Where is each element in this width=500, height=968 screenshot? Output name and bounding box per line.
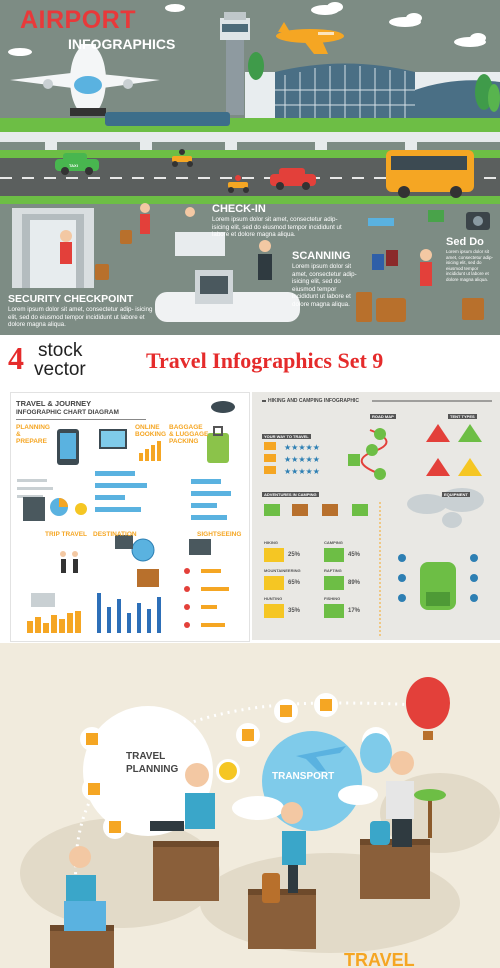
vector-word: vector [34,359,86,380]
set-title: Travel Infographics Set 9 [146,348,384,373]
online-booking-label: ONLINE BOOKING [135,424,167,438]
airport-infographic-panel: AIRPORT INFOGRAPHICS TAXI CHECK-IN Lorem… [0,0,500,335]
hiking-row-label: HIKING [264,540,278,545]
airport-subtitle: INFOGRAPHICS [68,36,176,52]
svg-text:★★★★★: ★★★★★ [284,467,320,476]
transport-label: TRANSPORT [272,771,335,782]
trip-travel-label: TRIP TRAVEL [45,531,88,538]
hunting-row-label: HUNTING [264,596,283,601]
stat-value: 17% [348,608,361,614]
checkin-label: CHECK-IN [212,203,266,215]
mountaineering-row-label: MOUNTAINEERING [264,568,301,573]
stat-value: 25% [288,552,301,558]
planning-label: PLANNING & PREPARE [16,424,50,445]
stock-word: stock [38,340,83,361]
journey-title: TRAVEL & JOURNEY [16,399,92,408]
travel-journey-panel: TRAVEL & JOURNEY INFOGRAPHIC CHART DIAGR… [10,392,250,642]
security-checkpoint-label: SECURITY CHECKPOINT [8,293,134,305]
security-description: Lorem ipsum dolor sit amet, consectetur … [8,306,153,329]
scanning-description: Lorem ipsum dolor sit amet, consectetur … [292,263,357,308]
equipment-label: EQUIPMENT [442,492,470,497]
journey-subtitle: INFOGRAPHIC CHART DIAGRAM [16,409,119,416]
stock-count: 4 [8,340,24,376]
road-map-label: ROAD MAP [370,414,396,419]
ways-label: YOUR WAY TO TRAVEL [262,434,311,439]
airport-scene-illustration [0,2,500,322]
svg-text:★★★★★: ★★★★★ [284,455,320,464]
camping-row-label: CAMPING [324,540,343,545]
taxi-sign: TAXI [69,163,78,168]
tent-types-label: TENT TYPES [448,414,477,419]
sightseeing-label: SIGHTSEEING [197,531,242,538]
travel-planning-label-2: PLANNING [126,764,179,775]
travel-planning-illustration [20,677,500,968]
title-underline [16,419,146,420]
adventures-label: ADVENTURES IN CAMPING [262,492,319,497]
baggage-label: BAGGAGE & LUGGAGE PACKING [169,424,209,445]
stat-value: 35% [288,608,301,614]
travel-planning-panel: TRAVEL PLANNING TRANSPORT TRAVEL [0,643,500,968]
sed-do-label: Sed Do [446,236,484,248]
checkin-description: Lorem ipsum dolor sit amet, consectetur … [212,216,342,239]
stat-value: 89% [348,580,361,586]
scanning-label: SCANNING [292,250,351,262]
hiking-camping-panel: HIKING AND CAMPING INFOGRAPHIC ★★★★★ ★★★★… [252,392,500,640]
fishing-row-label: FISHING [324,596,341,601]
journey-illustrations [17,401,235,633]
stat-value: 45% [348,552,361,558]
hiking-title: HIKING AND CAMPING INFOGRAPHIC [268,398,359,404]
sed-do-description: Lorem ipsum dolor sit amet, consectetur … [446,249,494,282]
hiking-illustrations: ★★★★★ ★★★★★ ★★★★★ [262,400,492,638]
rafting-row-label: RAFTING [324,568,342,573]
destination-label: DESTINATION [93,531,137,538]
svg-text:★★★★★: ★★★★★ [284,443,320,452]
travel-planning-label-1: TRAVEL [126,751,166,762]
stat-value: 65% [288,580,301,586]
set-header: 4 stock vector Travel Infographics Set 9 [0,335,500,390]
travel-bottom-title: TRAVEL [344,950,415,968]
airport-title: AIRPORT [20,6,136,34]
